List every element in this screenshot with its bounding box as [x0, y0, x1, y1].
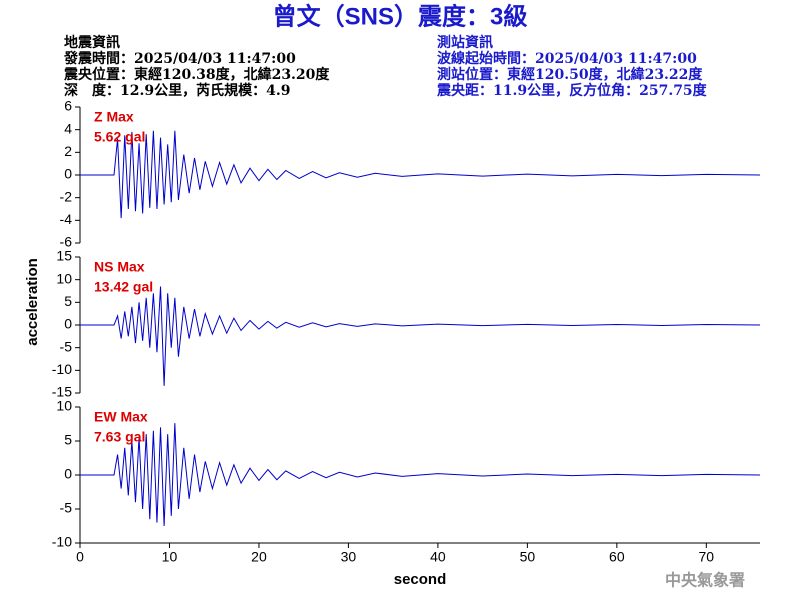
info-line: 波線起始時間：2025/04/03 11:47:00 [437, 50, 697, 67]
max-label: EW Max [94, 409, 148, 425]
x-tick-label: 40 [430, 549, 446, 565]
info-line: 測站資訊 [437, 34, 493, 51]
x-tick-label: 10 [162, 549, 178, 565]
info-line: 深 度：12.9公里，芮氏規模：4.9 [64, 82, 290, 99]
y-tick-label: 4 [64, 120, 72, 136]
y-tick-label: -10 [52, 361, 72, 377]
y-tick-label: -10 [52, 534, 72, 550]
y-tick-label: 5 [64, 293, 72, 309]
max-value: 5.62 gal [94, 129, 145, 145]
y-tick-label: -15 [52, 384, 72, 400]
x-axis-label: second [394, 571, 447, 588]
max-value: 13.42 gal [94, 279, 153, 295]
x-tick-label: 30 [341, 549, 357, 565]
x-tick-label: 0 [76, 549, 84, 565]
y-tick-label: -2 [60, 188, 73, 204]
y-tick-label: 5 [64, 432, 72, 448]
chart-title: 曾文（SNS）震度：3級 [273, 2, 528, 30]
x-tick-label: 50 [520, 549, 536, 565]
x-tick-label: 20 [251, 549, 267, 565]
y-tick-label: 0 [64, 166, 72, 182]
x-tick-label: 70 [699, 549, 715, 565]
y-tick-label: 10 [56, 398, 72, 414]
y-tick-label: 0 [64, 316, 72, 332]
y-tick-label: 10 [56, 270, 72, 286]
y-tick-label: -6 [60, 234, 73, 250]
y-tick-label: 0 [64, 466, 72, 482]
info-line: 震央位置：東經120.38度，北緯23.20度 [63, 66, 330, 83]
waveform [80, 130, 761, 219]
y-tick-label: -5 [60, 338, 73, 354]
y-tick-label: 15 [56, 248, 72, 264]
x-tick-label: 60 [609, 549, 625, 565]
y-tick-label: 2 [64, 143, 72, 159]
waveform [80, 286, 761, 386]
max-label: Z Max [94, 109, 134, 125]
info-line: 震央距：11.9公里，反方位角：257.75度 [436, 82, 708, 99]
y-tick-label: -4 [60, 211, 73, 227]
footer: 中央氣象署 [665, 571, 745, 590]
y-axis-label: acceleration [24, 258, 41, 346]
info-line: 發震時間：2025/04/03 11:47:00 [63, 50, 296, 67]
info-line: 測站位置：東經120.50度，北緯23.22度 [437, 66, 703, 83]
y-tick-label: 6 [64, 98, 72, 114]
info-line: 地震資訊 [64, 34, 120, 51]
max-value: 7.63 gal [94, 429, 145, 445]
max-label: NS Max [94, 259, 145, 275]
waveform [80, 423, 761, 527]
y-tick-label: -5 [60, 500, 73, 516]
